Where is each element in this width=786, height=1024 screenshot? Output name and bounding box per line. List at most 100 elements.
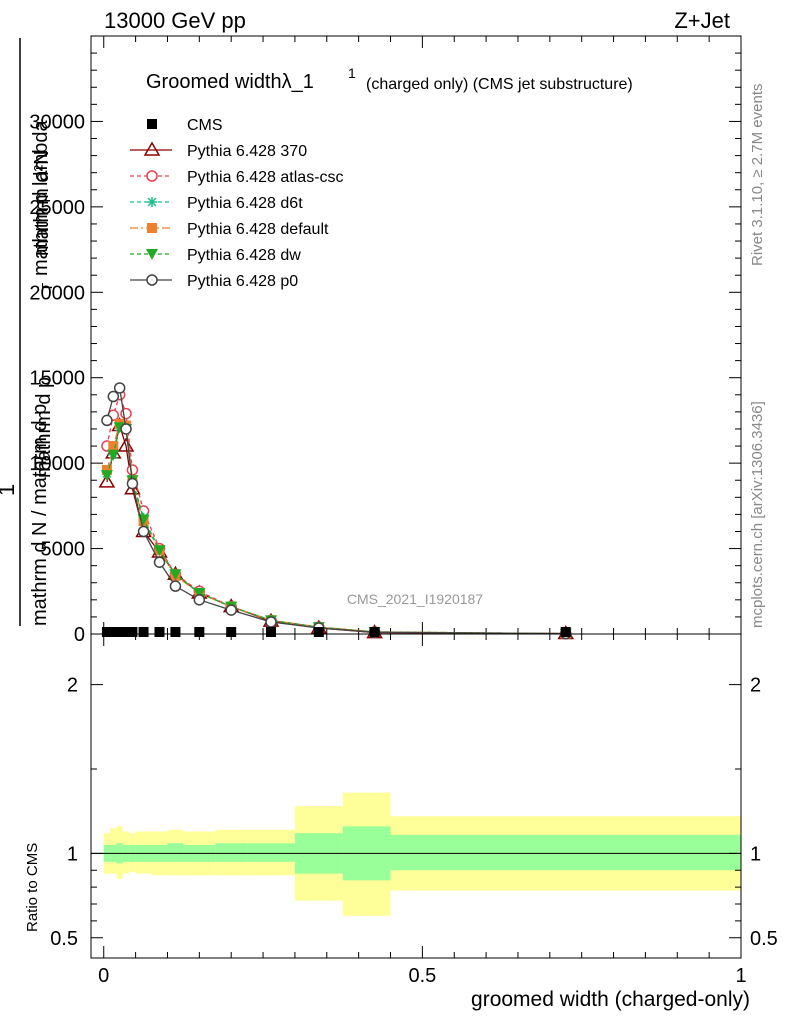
ratio-y-tick-label: 2: [67, 675, 78, 697]
x-tick-label: 1: [735, 965, 746, 987]
cms-point: [121, 627, 132, 637]
ratio-y-tick-label-right: 0.5: [750, 928, 778, 950]
cms-point: [194, 627, 205, 637]
legend-label: Pythia 6.428 p0: [187, 273, 298, 290]
x-tick-label: 0.5: [408, 965, 436, 987]
ratio-y-ticks: 0.5 0.5 1 1 2 2: [50, 675, 778, 950]
series-point: [126, 464, 139, 476]
series-line: [106, 426, 566, 635]
main-y-ticks: 0 5000 10000 15000 20000 25000 30000: [29, 52, 741, 646]
y-tick-label: 10000: [29, 453, 85, 475]
cms-point: [266, 627, 277, 637]
ratio-y-tick-label-right: 1: [750, 843, 761, 865]
series-point: [193, 587, 206, 599]
y-tick-label: 15000: [29, 368, 85, 390]
ratio-y-tick-label: 0.5: [50, 928, 78, 950]
ratio-y-label: Ratio to CMS: [24, 843, 41, 932]
ratio-frame: [90, 633, 742, 959]
series-point: [126, 477, 139, 490]
y-tick-label: 30000: [29, 111, 85, 133]
ratio-y-tick-label: 1: [67, 843, 78, 865]
legend-label: Pythia 6.428 d6t: [187, 195, 303, 212]
series-point: [169, 580, 182, 592]
legend-label: Pythia 6.428 default: [187, 221, 329, 238]
chart-title: Groomed widthλ_1: [146, 71, 314, 93]
legend-marker: [146, 274, 158, 286]
legend-marker: [147, 119, 157, 129]
main-x-ticks: [103, 36, 742, 634]
ylabel-sub-T: T: [39, 283, 56, 292]
ratio-y-tick-label-right: 2: [750, 675, 761, 697]
cms-point: [369, 627, 380, 637]
y-tick-label: 5000: [41, 539, 86, 561]
legend-marker: [147, 197, 157, 207]
series-line: [106, 426, 566, 635]
rivet-label: Rivet 3.1.10, ≥ 2.7M events: [749, 84, 766, 267]
x-axis-label: groomed width (charged-only): [471, 988, 750, 1011]
main-panel: 0 5000 10000 15000 20000 25000 30000 Groomed w…: [0, 35, 742, 646]
legend-label: Pythia 6.428 atlas-csc: [187, 169, 344, 186]
series-line: [106, 386, 566, 635]
x-tick-label: 0: [98, 965, 109, 987]
series-point: [153, 545, 166, 557]
series-point: [100, 470, 113, 482]
series-point: [107, 390, 120, 403]
legend-marker: [147, 223, 157, 233]
y-tick-label: 25000: [29, 197, 85, 219]
cms-point: [154, 627, 165, 637]
series-point: [137, 525, 150, 538]
series-point: [108, 441, 119, 452]
ratio-panel: 0.5 0.51 12 2 0 0.5 1 Ratio to CMS groomed wi…: [24, 633, 778, 1011]
series-point: [265, 616, 277, 628]
y-tick-label: 0: [74, 624, 85, 646]
series-point: [169, 569, 182, 581]
legend-label: Pythia 6.428 370: [187, 143, 307, 160]
y-tick-label: 20000: [29, 282, 85, 304]
series-point: [120, 423, 132, 435]
cms-point: [313, 627, 324, 637]
series-point: [153, 556, 166, 568]
cms-point: [114, 627, 125, 637]
ratio-x-ticks: 0 0.5 1: [98, 634, 747, 987]
ylabel-one: 1: [0, 484, 19, 496]
mcplots-label: mcplots.cern.ch [arXiv:1306.3436]: [749, 401, 766, 628]
ylabel-denominator: mathrm d N / mathrm d p: [29, 404, 51, 626]
series-point: [101, 464, 112, 475]
legend-marker: [146, 170, 158, 182]
chart-subtitle: (charged only) (CMS jet substructure): [366, 76, 633, 93]
ratio-stat-band: [167, 843, 184, 862]
legend-marker: [143, 141, 161, 156]
ylabel-lambda: mathrm d lambda: [30, 120, 52, 276]
series-line: [106, 423, 566, 635]
ratio-stat-band: [247, 843, 295, 862]
cms-point: [108, 627, 119, 637]
ylabel-dp: mathrm d p: [33, 377, 55, 478]
cms-point: [560, 627, 571, 637]
ratio-stat-band: [390, 834, 741, 871]
legend: CMS Pythia 6.428 370 Pythia 6.428 atlas-cs…: [130, 117, 344, 290]
main-y-axis-label: mathrm d²N mathrm d lambda T mathrm d p …: [0, 38, 56, 626]
watermark: CMS_2021_I1920187: [347, 591, 483, 607]
series-line: [106, 392, 566, 635]
series-point: [98, 473, 116, 488]
cms-point: [226, 627, 237, 637]
series-point: [101, 414, 113, 427]
series-point: [113, 382, 126, 394]
cms-point: [170, 627, 181, 637]
series-point: [117, 437, 135, 452]
ratio-stat-band: [215, 843, 248, 862]
legend-marker: [146, 249, 158, 260]
legend-label: Pythia 6.428 dw: [187, 247, 301, 264]
series-line: [106, 423, 566, 635]
series-point: [225, 604, 237, 616]
series-point: [107, 449, 120, 461]
series-point: [193, 594, 206, 606]
cms-point: [127, 627, 138, 637]
cms-point: [138, 627, 149, 637]
ylabel-numerator: mathrm d²N: [31, 150, 53, 256]
chart-title-sup: 1: [348, 65, 356, 81]
legend-label: CMS: [187, 117, 223, 134]
cms-point: [101, 627, 112, 637]
main-series: [98, 382, 575, 640]
